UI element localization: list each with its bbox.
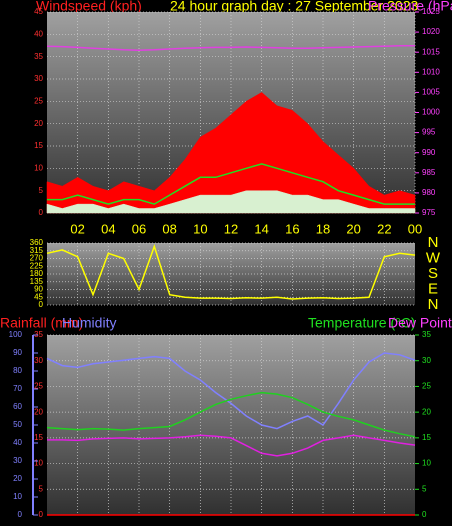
h-tick-label: 30 — [13, 456, 22, 465]
y-tick-label: 360 — [30, 238, 44, 247]
x-tick-label: 04 — [101, 221, 115, 236]
y2-tick-label: 990 — [422, 148, 436, 157]
y-tick-label: 15 — [34, 433, 43, 442]
temperature-label: Temperature (°C) — [308, 315, 416, 331]
area — [46, 190, 416, 214]
y-tick-label: 15 — [34, 141, 43, 150]
x-tick-label: 08 — [162, 221, 176, 236]
y-tick-label: 180 — [30, 269, 44, 278]
direction-label: W — [426, 249, 441, 266]
h-tick-label: 90 — [13, 348, 22, 357]
direction-label: N — [428, 234, 439, 251]
y2-tick-label: 1000 — [422, 108, 440, 117]
line — [47, 163, 415, 205]
humidity-label: Humidity — [62, 315, 116, 331]
y2-tick-label: 25 — [422, 382, 431, 391]
h-tick-label: 50 — [13, 420, 22, 429]
y-tick-label: 20 — [34, 119, 43, 128]
x-tick-label: 22 — [377, 221, 391, 236]
x-tick-label: 02 — [70, 221, 84, 236]
h-tick-label: 70 — [13, 384, 22, 393]
line — [46, 244, 416, 300]
pressure-label: Pressure (hPa) — [368, 0, 452, 14]
x-tick-label: 00 — [408, 221, 422, 236]
y2-tick-label: 980 — [422, 188, 436, 197]
y2-tick-label: 985 — [422, 168, 436, 177]
y-tick-label: 5 — [39, 484, 44, 493]
y2-tick-label: 15 — [422, 433, 431, 442]
x-tick-label: 10 — [193, 221, 207, 236]
y2-tick-label: 5 — [422, 484, 427, 493]
x-tick-label: 14 — [254, 221, 268, 236]
h-tick-label: 80 — [13, 366, 22, 375]
line — [46, 391, 416, 438]
chart-title: 24 hour graph day : 27 September 2023 — [170, 0, 419, 14]
y2-tick-label: 35 — [422, 330, 431, 339]
y-tick-label: 225 — [30, 261, 44, 270]
y-tick-label: 45 — [34, 7, 43, 16]
direction-label: S — [428, 265, 438, 282]
line — [47, 434, 416, 457]
direction-label: N — [428, 296, 439, 313]
area — [46, 92, 416, 214]
y-tick-label: 20 — [34, 407, 43, 416]
y-tick-label: 25 — [34, 382, 43, 391]
y-tick-label: 10 — [34, 163, 43, 172]
y2-tick-label: 1020 — [422, 27, 440, 36]
x-tick-label: 16 — [285, 221, 299, 236]
line — [46, 45, 415, 51]
y-tick-label: 45 — [34, 292, 43, 301]
y2-tick-label: 1010 — [422, 67, 440, 76]
line — [46, 352, 416, 430]
rain-label: Rainfall (mm) — [0, 315, 83, 331]
x-tick-label: 12 — [224, 221, 238, 236]
y2-tick-label: 1015 — [422, 47, 440, 56]
y-tick-label: 30 — [34, 74, 43, 83]
h-tick-label: 20 — [13, 474, 22, 483]
y2-tick-label: 10 — [422, 459, 431, 468]
h-tick-label: 60 — [13, 402, 22, 411]
y2-tick-label: 1005 — [422, 88, 440, 97]
y-tick-label: 270 — [30, 254, 44, 263]
x-tick-label: 18 — [316, 221, 330, 236]
h-tick-label: 10 — [13, 492, 22, 501]
y-tick-label: 90 — [34, 285, 43, 294]
dewpoint-label: Dew Point — [388, 315, 452, 331]
y-tick-label: 0 — [39, 208, 44, 217]
y-tick-label: 10 — [34, 459, 43, 468]
wind-label: Windspeed (kph) — [36, 0, 142, 14]
y-tick-label: 0 — [39, 510, 44, 519]
y-tick-label: 0 — [39, 300, 44, 309]
direction-label: E — [428, 280, 438, 297]
y-tick-label: 35 — [34, 52, 43, 61]
y2-tick-label: 1025 — [422, 7, 440, 16]
y2-tick-label: 0 — [422, 510, 427, 519]
y-tick-label: 35 — [34, 330, 43, 339]
y2-tick-label: 995 — [422, 128, 436, 137]
y-tick-label: 135 — [30, 277, 44, 286]
h-tick-label: 100 — [9, 330, 23, 339]
x-tick-label: 20 — [346, 221, 360, 236]
y-tick-label: 315 — [30, 246, 44, 255]
y2-tick-label: 30 — [422, 356, 431, 365]
y-tick-label: 30 — [34, 356, 43, 365]
y-tick-label: 25 — [34, 96, 43, 105]
y-tick-label: 40 — [34, 29, 43, 38]
y2-tick-label: 975 — [422, 208, 436, 217]
h-tick-label: 40 — [13, 438, 22, 447]
x-tick-label: 06 — [132, 221, 146, 236]
h-tick-label: 0 — [18, 510, 23, 519]
y2-tick-label: 20 — [422, 407, 431, 416]
y-tick-label: 5 — [39, 186, 44, 195]
